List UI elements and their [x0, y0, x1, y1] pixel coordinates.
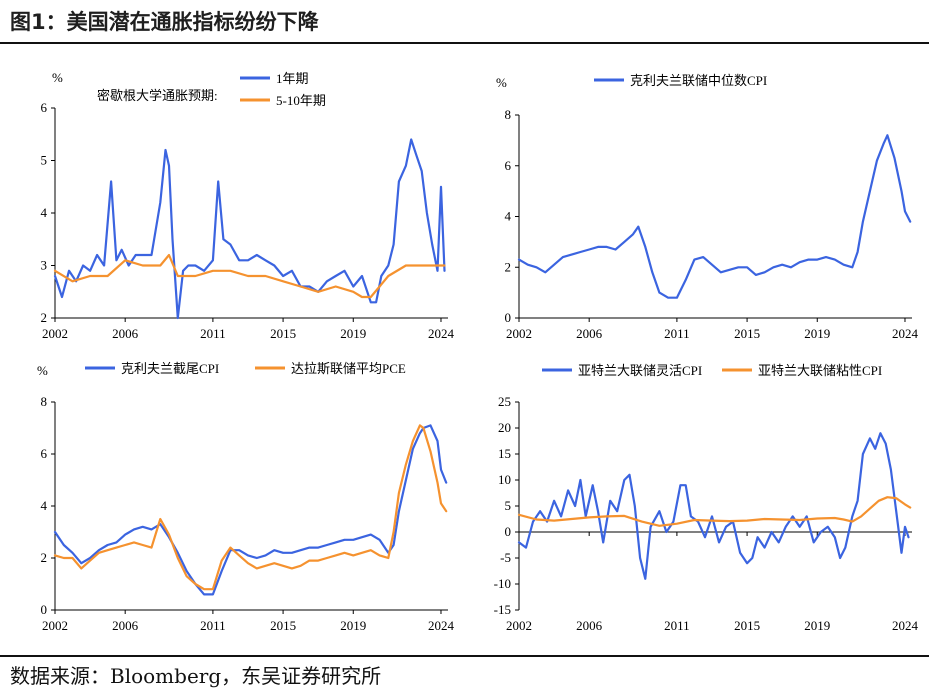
y-tick-label: 8	[505, 107, 512, 122]
x-tick-label: 2006	[112, 618, 139, 633]
legend-label-1: 克利夫兰截尾CPI	[121, 361, 219, 376]
x-tick-label: 2006	[112, 326, 139, 341]
series-line-2	[53, 424, 448, 591]
x-tick-label: 2024	[428, 618, 455, 633]
x-tick-label: 2011	[664, 326, 690, 341]
x-tick-label: 2002	[506, 326, 532, 341]
y-tick-label: 25	[498, 394, 511, 409]
y-tick-label: 3	[41, 258, 48, 273]
y-tick-label: 2	[41, 550, 48, 565]
x-tick-label: 2011	[200, 618, 226, 633]
y-tick-label: -15	[494, 602, 511, 617]
x-tick-label: 2015	[270, 326, 296, 341]
y-tick-label: 15	[498, 446, 511, 461]
y-tick-label: -10	[494, 576, 511, 591]
legend-label-1: 克利夫兰联储中位数CPI	[630, 73, 767, 88]
y-tick-label: -5	[500, 550, 511, 565]
y-tick-label: 4	[41, 498, 48, 513]
y-tick-label: 10	[498, 472, 511, 487]
bottom-rule	[0, 655, 929, 657]
chart-atlanta-flexible-sticky-cpi: -15 -10 -5 0 5 10 15 20 25 2002 2006 2011 2015 2019 20…	[494, 363, 919, 633]
legend-label-2: 5-10年期	[276, 93, 326, 108]
series-line-1	[53, 138, 446, 320]
x-tick-label: 2002	[506, 618, 532, 633]
x-tick-label: 2002	[42, 326, 68, 341]
series-line-1	[517, 134, 912, 299]
top-rule	[0, 42, 929, 44]
y-tick-label: 5	[41, 153, 48, 168]
chart-cleveland-trimmed-cpi-dallas-pce: 0 2 4 6 8 2002 2006 2011 2015 2019 2024% 克利夫兰截尾CPI 达…	[37, 361, 455, 633]
x-tick-label: 2015	[734, 618, 760, 633]
x-tick-label: 2006	[576, 618, 603, 633]
series-line-2	[53, 253, 446, 299]
x-tick-label: 2015	[734, 326, 760, 341]
x-tick-label: 2024	[428, 326, 455, 341]
unit-label: %	[496, 75, 507, 90]
x-tick-label: 2019	[340, 618, 366, 633]
x-tick-label: 2006	[576, 326, 603, 341]
y-tick-label: 20	[498, 420, 511, 435]
x-tick-label: 2024	[892, 618, 919, 633]
y-tick-label: 0	[505, 310, 512, 325]
y-tick-label: 4	[505, 209, 512, 224]
y-tick-label: 6	[41, 446, 48, 461]
series-line-1	[517, 432, 910, 580]
x-tick-label: 2019	[804, 326, 830, 341]
x-tick-label: 2024	[892, 326, 919, 341]
x-tick-label: 2019	[804, 618, 830, 633]
y-tick-label: 2	[505, 259, 512, 274]
x-tick-label: 2011	[200, 326, 226, 341]
x-tick-label: 2019	[340, 326, 366, 341]
legend-label-2: 亚特兰大联储粘性CPI	[758, 363, 882, 378]
y-tick-label: 6	[505, 158, 512, 173]
chart-michigan-inflation-expectations: 2 3 4 5 6 2002 2006 2011 2015 2019 2024% 密歇根大学通胀预期:…	[41, 70, 455, 341]
y-tick-label: 0	[41, 602, 48, 617]
chart-cleveland-median-cpi: 0 2 4 6 8 2002 2006 2011 2015 2019 2024% 克利夫兰联储中位数C…	[496, 73, 919, 341]
y-tick-label: 8	[41, 394, 48, 409]
legend-label-2: 达拉斯联储平均PCE	[291, 361, 406, 376]
source-note: 数据来源：Bloomberg，东吴证券研究所	[10, 664, 382, 688]
x-tick-label: 2002	[42, 618, 68, 633]
unit-label: %	[52, 70, 63, 85]
legend-label-1: 亚特兰大联储灵活CPI	[578, 363, 702, 378]
legend-label-1: 1年期	[276, 71, 309, 86]
series-line-1	[53, 424, 448, 596]
unit-label: %	[37, 363, 48, 378]
figure-title: 图1：美国潜在通胀指标纷纷下降	[10, 10, 319, 34]
y-tick-label: 6	[41, 100, 48, 115]
legend-prefix: 密歇根大学通胀预期:	[97, 88, 218, 103]
y-tick-label: 4	[41, 205, 48, 220]
x-tick-label: 2015	[270, 618, 296, 633]
y-tick-label: 0	[505, 524, 512, 539]
series-line-2	[517, 496, 912, 527]
y-tick-label: 5	[505, 498, 512, 513]
y-tick-label: 2	[41, 310, 48, 325]
x-tick-label: 2011	[664, 618, 690, 633]
